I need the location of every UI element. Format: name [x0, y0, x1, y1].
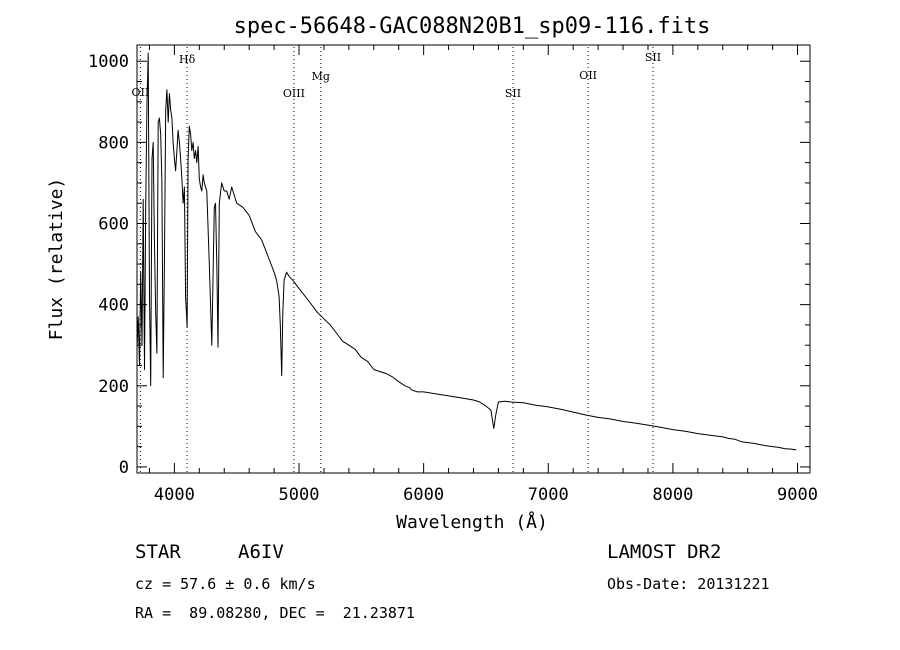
ra-dec-coordinates: RA = 89.08280, DEC = 21.23871	[135, 604, 415, 622]
line-marker-label: SII	[505, 87, 521, 100]
x-tick-label: 9000	[777, 485, 818, 505]
object-class: STAR	[135, 541, 181, 563]
spectrum-line	[136, 52, 797, 451]
survey-name: LAMOST DR2	[607, 541, 722, 563]
line-marker-label: Mg	[312, 70, 330, 83]
chart-title: spec-56648-GAC088N20B1_sp09-116.fits	[234, 14, 711, 39]
x-axis-label: Wavelength (Å)	[396, 511, 548, 533]
observation-date: Obs-Date: 20131221	[607, 575, 770, 593]
y-axis-ticks: 0 200 400 600 800 1000	[88, 52, 810, 478]
x-tick-label: 6000	[403, 485, 444, 505]
y-tick-label: 0	[119, 458, 129, 478]
y-tick-label: 600	[98, 215, 129, 235]
y-tick-label: 800	[98, 133, 129, 153]
emission-line-markers: OII Hδ OIII Mg SII OII SII	[132, 47, 661, 473]
line-marker-label: SII	[645, 51, 661, 64]
line-marker-label: Hδ	[179, 53, 196, 66]
line-marker-label: OIII	[283, 87, 305, 100]
spectral-subclass: A6IV	[238, 541, 284, 563]
x-tick-label: 7000	[528, 485, 569, 505]
x-axis-ticks: 4000 5000 6000 7000 8000 9000	[148, 45, 818, 505]
redshift-velocity: cz = 57.6 ± 0.6 km/s	[135, 575, 316, 593]
x-tick-label: 8000	[652, 485, 693, 505]
y-tick-label: 1000	[88, 52, 129, 72]
y-axis-label: Flux (relative)	[46, 178, 67, 341]
y-tick-label: 200	[98, 377, 129, 397]
line-marker-label: OII	[579, 69, 597, 82]
x-tick-label: 5000	[279, 485, 320, 505]
x-tick-label: 4000	[154, 485, 195, 505]
plot-frame	[136, 44, 811, 474]
y-tick-label: 400	[98, 296, 129, 316]
line-marker-label: OII	[132, 86, 150, 99]
